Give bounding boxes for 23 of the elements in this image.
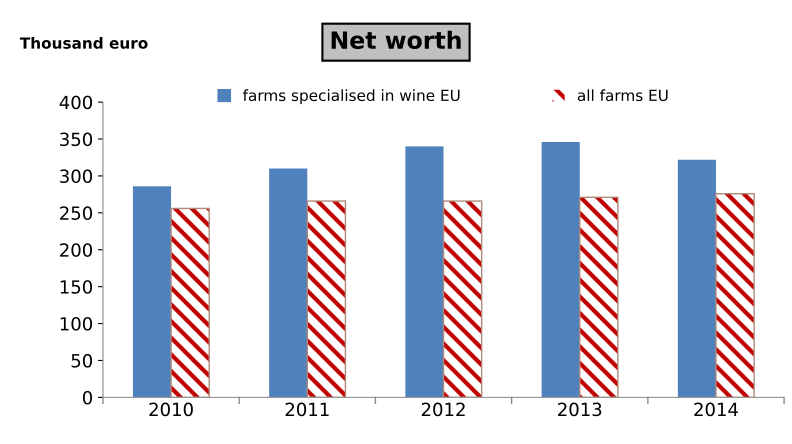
y-tick-label: 200 <box>60 243 92 257</box>
x-tick-label: 2011 <box>286 402 329 416</box>
legend-label: farms specialised in wine EU <box>242 89 460 104</box>
y-tick-label: 300 <box>60 169 92 184</box>
legend-label: all farms EU <box>578 89 668 102</box>
y-tick-label: 400 <box>60 96 92 110</box>
chart-title: Net worth <box>332 30 461 50</box>
y-tick-label: 50 <box>72 354 92 368</box>
bar <box>542 142 580 398</box>
y-tick-label: 0 <box>82 390 92 404</box>
x-tick-label: 2013 <box>558 402 602 416</box>
y-tick-label: 150 <box>60 280 92 294</box>
x-tick-label: 2010 <box>149 402 193 416</box>
bar <box>678 160 716 398</box>
x-tick-label: 2012 <box>422 402 465 416</box>
bar <box>132 186 172 398</box>
bar <box>405 146 444 398</box>
x-tick-label: 2014 <box>694 402 738 416</box>
y-tick-label: 350 <box>60 132 92 146</box>
y-tick-label: 250 <box>60 206 92 220</box>
y-axis-title: Thousand euro <box>20 37 148 49</box>
bar <box>269 168 308 398</box>
y-tick-label: 100 <box>60 317 92 331</box>
